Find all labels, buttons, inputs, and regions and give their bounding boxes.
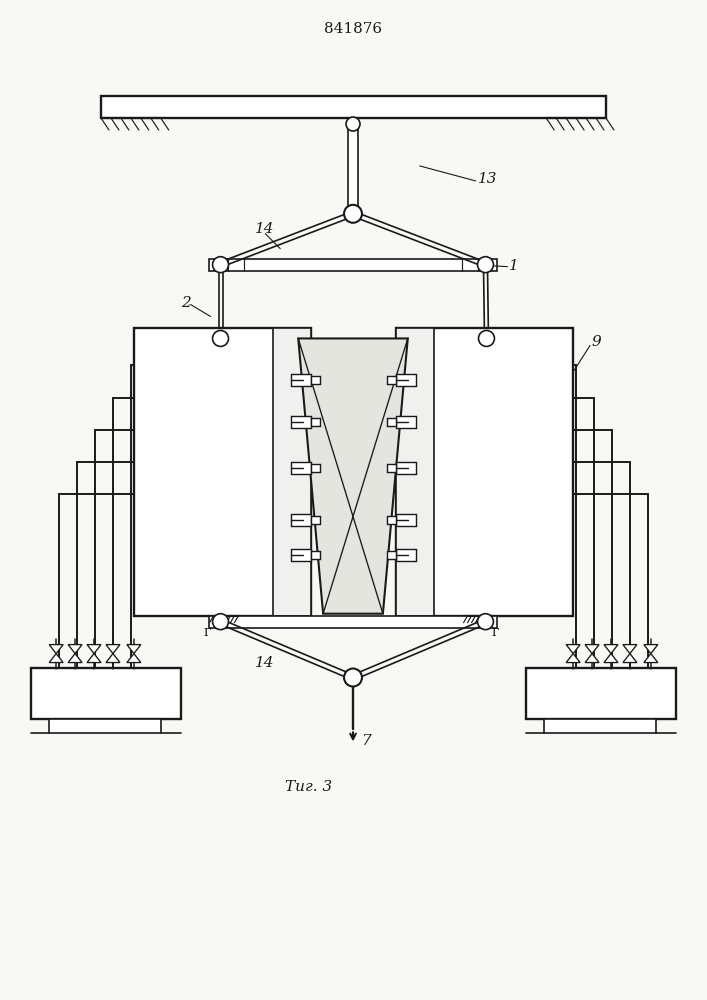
- Polygon shape: [106, 645, 120, 654]
- Polygon shape: [87, 645, 101, 654]
- Bar: [526, 668, 676, 719]
- Text: г: г: [492, 625, 499, 639]
- Polygon shape: [127, 645, 141, 654]
- Bar: [291, 514, 311, 526]
- Bar: [396, 374, 416, 386]
- Text: 841876: 841876: [324, 22, 382, 36]
- Bar: [291, 462, 311, 474]
- Bar: [311, 376, 320, 384]
- Circle shape: [346, 117, 360, 131]
- Bar: [311, 551, 320, 559]
- Bar: [291, 374, 311, 386]
- Bar: [387, 418, 396, 426]
- Circle shape: [344, 669, 362, 686]
- Bar: [274, 328, 311, 616]
- Bar: [291, 416, 311, 428]
- Polygon shape: [644, 654, 658, 663]
- Bar: [311, 464, 320, 472]
- Polygon shape: [127, 654, 141, 663]
- Bar: [396, 462, 416, 474]
- Bar: [396, 328, 573, 616]
- Circle shape: [213, 614, 228, 630]
- Polygon shape: [298, 338, 408, 614]
- Bar: [544, 719, 656, 733]
- Bar: [209, 259, 498, 271]
- Polygon shape: [68, 654, 82, 663]
- Circle shape: [479, 330, 494, 346]
- Polygon shape: [49, 654, 63, 663]
- Bar: [387, 464, 396, 472]
- Text: 1: 1: [509, 259, 519, 273]
- Polygon shape: [49, 645, 63, 654]
- Bar: [311, 516, 320, 524]
- Polygon shape: [585, 654, 599, 663]
- Circle shape: [213, 330, 228, 346]
- Bar: [31, 668, 181, 719]
- Text: г: г: [204, 625, 211, 639]
- Bar: [101, 96, 606, 118]
- Polygon shape: [566, 645, 580, 654]
- Text: 14: 14: [255, 222, 275, 236]
- Text: 2: 2: [181, 296, 190, 310]
- Bar: [134, 328, 311, 616]
- Bar: [291, 549, 311, 561]
- Bar: [396, 416, 416, 428]
- Bar: [387, 516, 396, 524]
- Polygon shape: [68, 645, 82, 654]
- Bar: [209, 616, 498, 628]
- Text: 7: 7: [361, 734, 370, 748]
- Polygon shape: [585, 645, 599, 654]
- Text: 13: 13: [477, 172, 497, 186]
- Bar: [396, 514, 416, 526]
- Bar: [311, 418, 320, 426]
- Bar: [396, 328, 433, 616]
- Polygon shape: [623, 645, 637, 654]
- Text: 9: 9: [591, 335, 601, 349]
- Polygon shape: [623, 654, 637, 663]
- Circle shape: [477, 257, 493, 273]
- Text: Τиг. 3: Τиг. 3: [284, 780, 332, 794]
- Polygon shape: [106, 654, 120, 663]
- Bar: [49, 719, 160, 733]
- Bar: [348, 118, 358, 214]
- Circle shape: [213, 257, 228, 273]
- Text: 14: 14: [255, 656, 275, 670]
- Bar: [387, 551, 396, 559]
- Polygon shape: [604, 654, 618, 663]
- Bar: [387, 376, 396, 384]
- Polygon shape: [566, 654, 580, 663]
- Circle shape: [477, 614, 493, 630]
- Polygon shape: [644, 645, 658, 654]
- Polygon shape: [87, 654, 101, 663]
- Bar: [396, 549, 416, 561]
- Polygon shape: [604, 645, 618, 654]
- Circle shape: [344, 205, 362, 223]
